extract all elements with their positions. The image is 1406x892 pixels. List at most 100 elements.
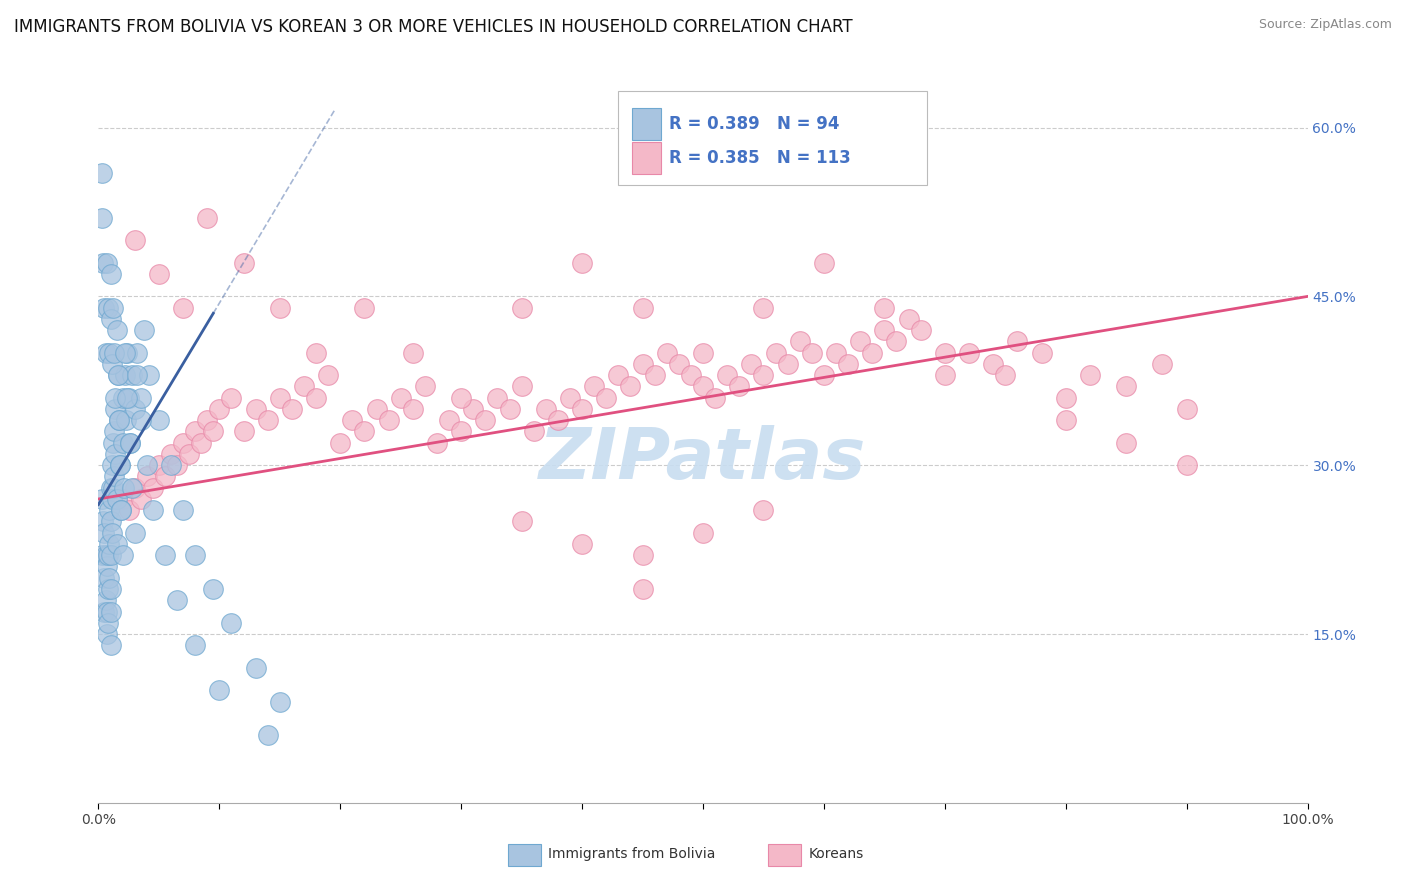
Point xyxy=(269,301,291,315)
Point xyxy=(142,481,165,495)
Point xyxy=(104,447,127,461)
Point xyxy=(108,458,131,473)
Point xyxy=(849,334,872,349)
Point xyxy=(202,582,225,596)
Point xyxy=(110,503,132,517)
Point xyxy=(184,548,207,562)
Point xyxy=(837,357,859,371)
Point xyxy=(105,491,128,506)
Point xyxy=(105,323,128,337)
Point xyxy=(232,255,254,269)
Point xyxy=(127,345,149,359)
Point xyxy=(100,638,122,652)
Point xyxy=(692,345,714,359)
Point xyxy=(96,255,118,269)
Point xyxy=(534,401,557,416)
Point xyxy=(93,605,115,619)
Point xyxy=(1054,391,1077,405)
Point xyxy=(110,503,132,517)
Point xyxy=(118,391,141,405)
Point xyxy=(93,571,115,585)
Point xyxy=(100,548,122,562)
Point xyxy=(107,368,129,383)
Point xyxy=(111,491,134,506)
Point xyxy=(127,368,149,383)
Point xyxy=(103,469,125,483)
Point xyxy=(789,334,811,349)
Point xyxy=(752,368,775,383)
Point xyxy=(124,233,146,247)
Point xyxy=(100,582,122,596)
Point xyxy=(607,368,630,383)
Point xyxy=(1115,435,1137,450)
Point xyxy=(96,605,118,619)
Point xyxy=(860,345,883,359)
Point xyxy=(668,357,690,371)
Point xyxy=(202,425,225,439)
Point xyxy=(377,413,399,427)
Point xyxy=(103,425,125,439)
Point xyxy=(450,425,472,439)
Point xyxy=(897,312,920,326)
Point xyxy=(148,458,170,473)
Point xyxy=(221,615,243,630)
Point xyxy=(765,345,787,359)
Point xyxy=(91,548,114,562)
Point xyxy=(179,447,201,461)
Point xyxy=(138,368,160,383)
FancyBboxPatch shape xyxy=(768,844,801,866)
Point xyxy=(437,413,460,427)
Point xyxy=(342,413,364,427)
Point xyxy=(1031,345,1053,359)
Text: R = 0.385   N = 113: R = 0.385 N = 113 xyxy=(669,149,851,168)
Point xyxy=(389,391,412,405)
Point xyxy=(281,401,304,416)
Point xyxy=(111,435,134,450)
Point xyxy=(655,345,678,359)
Point xyxy=(813,255,835,269)
Point xyxy=(873,301,896,315)
Point xyxy=(96,627,118,641)
Point xyxy=(100,491,122,506)
Point xyxy=(1078,368,1101,383)
Point xyxy=(679,368,702,383)
Point xyxy=(112,481,135,495)
Point xyxy=(100,267,122,281)
Point xyxy=(245,401,267,416)
Point xyxy=(644,368,666,383)
Point xyxy=(305,345,328,359)
Point xyxy=(1115,379,1137,393)
Point xyxy=(100,458,122,473)
Point xyxy=(100,481,122,495)
FancyBboxPatch shape xyxy=(631,108,661,140)
Point xyxy=(523,425,546,439)
Point xyxy=(101,435,124,450)
Point xyxy=(716,368,738,383)
Point xyxy=(124,401,146,416)
Point xyxy=(91,211,114,225)
Point xyxy=(160,447,183,461)
Point xyxy=(366,401,388,416)
Point xyxy=(510,379,533,393)
Point xyxy=(124,525,146,540)
Point xyxy=(498,401,520,416)
Point xyxy=(100,605,122,619)
Point xyxy=(172,301,194,315)
Point xyxy=(1175,458,1198,473)
Point xyxy=(129,491,152,506)
Point xyxy=(934,345,956,359)
Point xyxy=(105,537,128,551)
Point xyxy=(117,345,139,359)
Point xyxy=(93,301,115,315)
Point xyxy=(153,469,176,483)
Point xyxy=(98,345,121,359)
Point xyxy=(115,413,138,427)
Point xyxy=(305,391,328,405)
Point xyxy=(981,357,1004,371)
Point xyxy=(100,515,122,529)
Point xyxy=(97,548,120,562)
Text: Source: ZipAtlas.com: Source: ZipAtlas.com xyxy=(1258,18,1392,31)
Point xyxy=(740,357,762,371)
Point xyxy=(114,368,136,383)
Point xyxy=(413,379,436,393)
